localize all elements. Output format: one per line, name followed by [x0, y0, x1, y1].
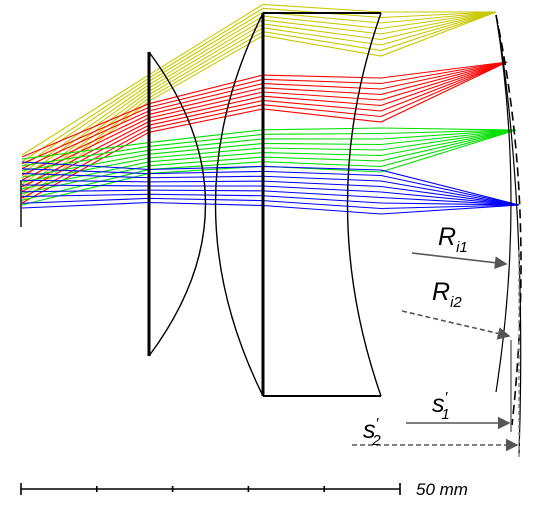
lens-elements: [20, 12, 522, 460]
ray-bundles: [21, 3, 520, 215]
r-i1-arrow: [411, 252, 508, 270]
label-s1: s′ 1: [432, 389, 450, 423]
label-r-i1: Ri1: [438, 223, 468, 256]
lens-1: [147, 51, 207, 357]
image-surface-3: [497, 24, 522, 456]
r-i2-arrow: [401, 310, 511, 340]
annotations: [352, 252, 519, 452]
image-surface-1: [495, 14, 512, 393]
ray-bundle-4: [21, 161, 520, 215]
label-s2: s′ 2: [363, 415, 381, 449]
image-surface-2: [495, 14, 522, 426]
label-r-i2: Ri2: [432, 278, 462, 311]
scale-bar: 50 mm: [20, 480, 468, 499]
lens-3: [263, 12, 382, 397]
scale-bar-label: 50 mm: [416, 480, 468, 499]
ray: [21, 193, 520, 206]
ray: [21, 11, 497, 202]
lens-2: [214, 12, 265, 397]
ray: [21, 7, 497, 163]
ray: [21, 3, 496, 156]
